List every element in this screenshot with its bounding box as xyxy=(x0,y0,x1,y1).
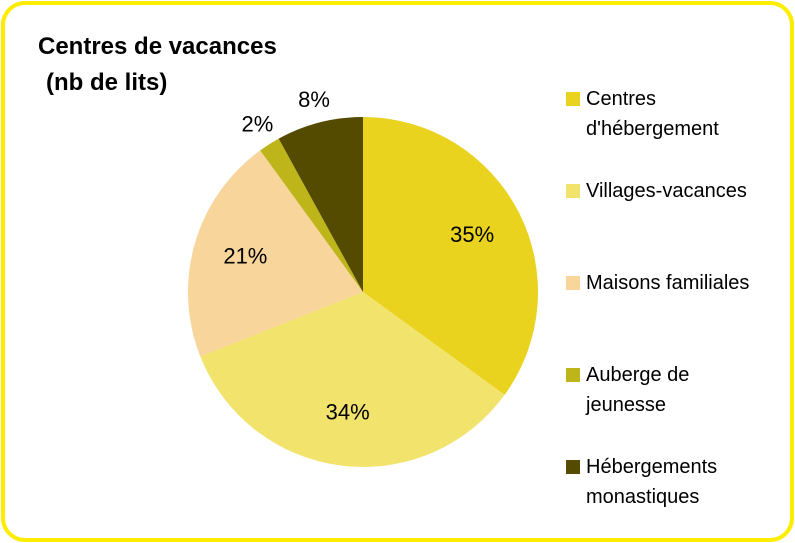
pie-slice xyxy=(200,292,505,467)
legend-swatch xyxy=(566,368,580,382)
legend-item: Maisons familiales xyxy=(566,268,766,298)
legend-item: Centres d'hébergement xyxy=(566,84,766,144)
pie-slice xyxy=(278,117,363,292)
data-label: 8% xyxy=(298,87,330,112)
chart-subtitle: (nb de lits) xyxy=(46,69,167,96)
legend-item: Villages-vacances xyxy=(566,176,766,206)
legend-swatch xyxy=(566,276,580,290)
data-label: 35% xyxy=(450,222,494,247)
data-label: 21% xyxy=(223,244,267,269)
data-label: 34% xyxy=(326,399,370,424)
legend-label: Centres d'hébergement xyxy=(586,88,719,140)
pie-slice xyxy=(260,138,363,292)
legend-swatch xyxy=(566,92,580,106)
legend-item: Hébergements monastiques xyxy=(566,452,766,512)
chart-title: Centres de vacances xyxy=(38,33,277,60)
data-label: 2% xyxy=(242,111,274,136)
legend-label: Hébergements monastiques xyxy=(586,456,718,508)
legend-label: Maisons familiales xyxy=(586,272,750,294)
legend-swatch xyxy=(566,460,580,474)
pie-slice xyxy=(363,117,538,395)
legend-swatch xyxy=(566,184,580,198)
legend-item: Auberge de jeunesse xyxy=(566,360,766,420)
pie-slice xyxy=(187,150,363,357)
legend-label: Villages-vacances xyxy=(586,180,747,202)
legend-label: Auberge de jeunesse xyxy=(586,364,690,416)
